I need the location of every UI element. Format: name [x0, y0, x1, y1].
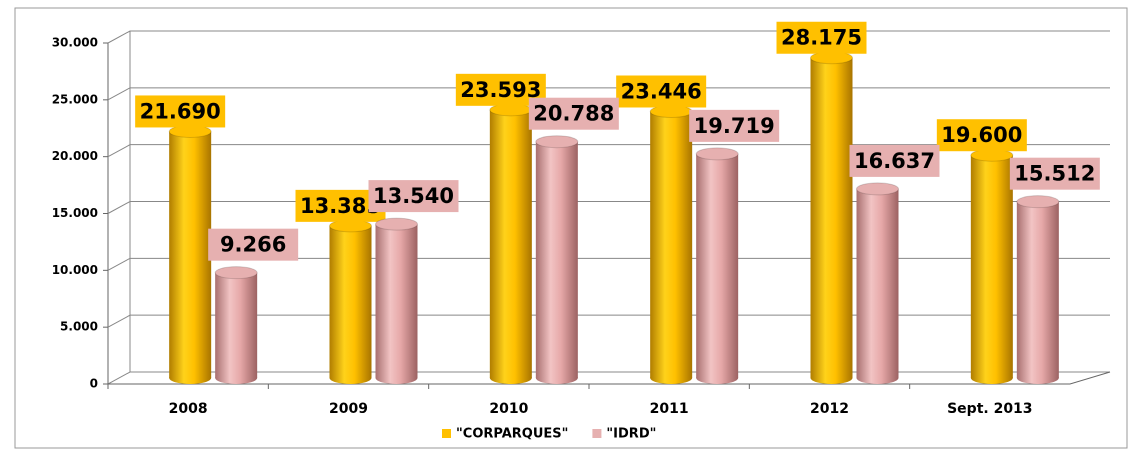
- data-label: 19.600: [941, 123, 1022, 147]
- bar-bottom: [489, 372, 532, 384]
- data-label-box: [936, 119, 1027, 152]
- bar-bottom: [970, 372, 1013, 384]
- data-label-box: [368, 180, 459, 213]
- bar: [329, 225, 372, 378]
- data-label-box: [528, 97, 619, 130]
- legend-label: "IDRD": [606, 427, 656, 442]
- bar-top: [856, 182, 899, 196]
- chart-frame: [14, 7, 1128, 449]
- data-label-box: [1009, 157, 1100, 190]
- data-label: 21.690: [140, 99, 221, 123]
- y-tick-label: 15.000: [52, 206, 98, 220]
- x-tick-label: Sept. 2013: [947, 401, 1032, 417]
- bar: [489, 109, 532, 378]
- y-tick-label: 30.000: [52, 36, 98, 50]
- data-label: 19.719: [694, 114, 775, 138]
- data-label-box: [849, 144, 940, 177]
- x-tick-label: 2011: [650, 401, 689, 417]
- data-label: 23.593: [460, 78, 541, 102]
- bar-top: [1016, 195, 1060, 209]
- data-label: 23.446: [621, 79, 702, 103]
- bar-bottom: [696, 372, 739, 384]
- y-tick-label: 0: [90, 377, 98, 391]
- bar: [375, 224, 418, 378]
- bar-top: [695, 147, 739, 161]
- x-tick-label: 2012: [810, 401, 849, 417]
- y-tick-label: 5.000: [60, 320, 98, 334]
- bar-top: [535, 135, 579, 149]
- bar-top: [214, 266, 258, 280]
- data-label-box: [135, 95, 226, 128]
- bar: [970, 155, 1013, 378]
- bar-top: [375, 217, 418, 231]
- bar-bottom: [810, 372, 853, 384]
- x-tick-label: 2008: [169, 401, 208, 417]
- x-tick-label: 2009: [329, 401, 368, 417]
- bar-bottom: [215, 372, 258, 384]
- data-label: 13.385: [300, 194, 381, 218]
- bar: [535, 141, 578, 378]
- grid-line: [107, 30, 1110, 44]
- bar: [696, 153, 739, 378]
- grid-line: [107, 257, 1110, 271]
- y-tick-label: 25.000: [52, 92, 98, 106]
- bar: [650, 111, 693, 378]
- data-label: 20.788: [533, 102, 614, 126]
- data-label: 16.637: [854, 149, 935, 173]
- grid-line: [107, 314, 1110, 328]
- floor-edge: [108, 371, 1111, 385]
- data-label-box: [689, 109, 780, 142]
- x-tick-label: 2010: [489, 401, 528, 417]
- y-tick-label: 20.000: [52, 149, 98, 163]
- grid-line: [107, 87, 1110, 101]
- bar-bottom: [169, 372, 212, 384]
- bar-bottom: [856, 372, 899, 384]
- data-label: 15.512: [1014, 162, 1095, 186]
- y-tick-label: 10.000: [52, 263, 98, 277]
- bar-bottom: [375, 372, 418, 384]
- bar: [169, 131, 212, 378]
- legend-label: "CORPARQUES": [456, 427, 568, 442]
- bar: [1016, 201, 1059, 378]
- bar-bottom: [650, 372, 693, 384]
- data-label: 28.175: [781, 26, 862, 50]
- bar-bottom: [329, 372, 372, 384]
- bar-bottom: [535, 372, 578, 384]
- bar: [215, 272, 258, 378]
- bar-bottom: [1016, 372, 1059, 384]
- data-label-box: [616, 75, 707, 108]
- grid-line: [107, 371, 1110, 385]
- legend-swatch: [592, 429, 602, 438]
- data-label: 9.266: [220, 233, 286, 257]
- data-label-box: [208, 228, 299, 261]
- legend-swatch: [442, 429, 451, 438]
- bar: [810, 57, 853, 378]
- data-label-box: [776, 21, 867, 54]
- grid-line: [107, 144, 1110, 158]
- data-label: 13.540: [373, 184, 454, 208]
- grid-line: [107, 201, 1110, 214]
- bar: [856, 188, 899, 378]
